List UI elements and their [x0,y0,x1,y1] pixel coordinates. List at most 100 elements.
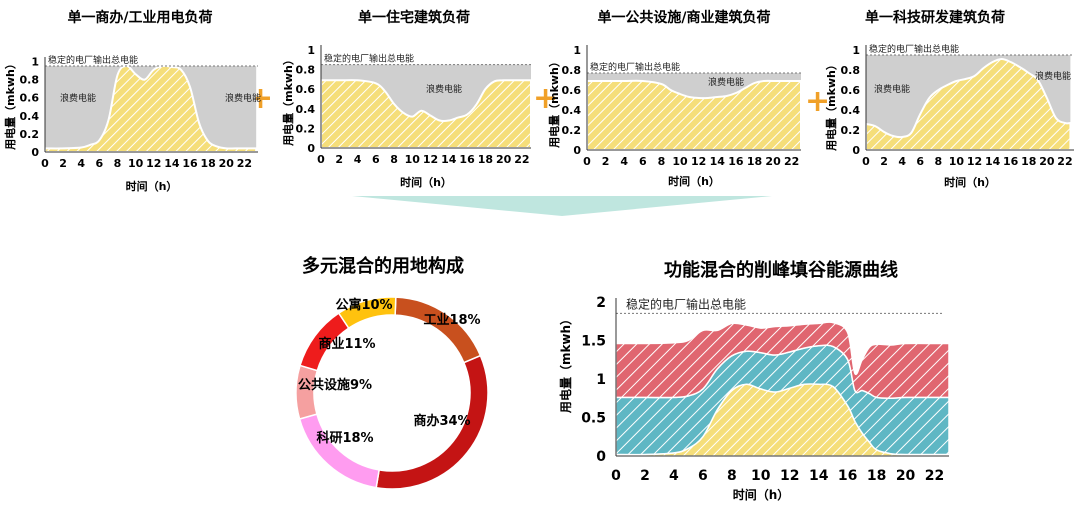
y-tick-label: 1 [596,372,606,388]
donut-label: 公共设施9% [298,377,372,393]
x-tick-label: 4 [77,157,85,170]
x-tick-label: 8 [935,155,943,168]
donut-label: 公寓10% [335,297,392,313]
y-tick-label: 0 [596,449,606,465]
load-area [44,64,258,153]
chart-title: 单一公共设施/商业建筑负荷 [597,9,770,26]
y-tick-label: 0.6 [562,84,582,97]
donut-slice [298,413,381,489]
waste-area [866,55,1071,138]
x-tick-label: 0 [583,155,591,168]
y-tick-label: 0.4 [562,104,582,117]
x-tick-label: 0 [862,155,870,168]
x-tick-label: 6 [96,157,104,170]
donut-slice [394,296,482,364]
y-tick-label: 0.8 [562,64,582,77]
y-tick-label: 0.6 [20,92,40,105]
waste-area [587,73,801,99]
plus-sign-3: + [805,84,830,119]
x-tick-label: 14 [985,155,1001,168]
waste-area [45,65,257,149]
y-tick-label: 0 [852,144,860,157]
x-tick-label: 22 [237,157,252,170]
y-tick-label: 0.8 [296,64,316,77]
x-axis-label: 时间（h） [733,487,790,502]
x-tick-label: 18 [747,155,762,168]
x-axis-label: 时间（h） [126,179,178,193]
x-tick-label: 2 [602,155,610,168]
stable-output-label: 稳定的电厂输出总电能 [324,53,414,65]
waste-energy-label: 浪费电能 [874,83,910,95]
x-tick-label: 20 [1039,155,1055,168]
x-tick-label: 4 [669,468,679,484]
x-tick-label: 2 [335,153,343,166]
x-axis-label: 时间（h） [944,175,996,189]
x-tick-label: 18 [478,153,493,166]
x-tick-label: 20 [219,157,235,170]
x-tick-label: 2 [59,157,67,170]
y-tick-label: 0.2 [296,122,316,135]
y-tick-label: 0 [307,142,315,155]
stable-output-label: 稳定的电厂输出总电能 [48,54,138,66]
x-tick-label: 10 [949,155,965,168]
x-tick-label: 2 [640,468,650,484]
y-tick-label: 0.8 [841,64,861,77]
x-tick-label: 2 [880,155,888,168]
x-tick-label: 16 [728,155,744,168]
donut-slice [337,296,397,330]
chart-title: 单一商办/工业用电负荷 [67,9,212,26]
x-tick-label: 14 [809,468,829,484]
x-tick-label: 16 [838,468,857,484]
x-tick-label: 12 [423,153,438,166]
x-tick-label: 18 [867,468,886,484]
x-tick-label: 10 [751,468,771,484]
x-tick-label: 0 [41,157,49,170]
down-arrow-wedge [352,196,772,216]
x-tick-label: 0 [317,153,325,166]
stable-output-label: 稳定的电厂输出总电能 [869,43,959,55]
x-tick-label: 12 [146,157,161,170]
y-tick-label: 1 [852,44,860,57]
x-tick-label: 12 [967,155,982,168]
x-tick-label: 14 [441,153,457,166]
donut-label: 工业18% [423,312,480,328]
x-tick-label: 12 [780,468,799,484]
x-tick-label: 20 [765,155,781,168]
y-tick-label: 0.2 [20,128,40,141]
y-tick-label: 0.8 [20,74,40,87]
x-tick-label: 0 [611,468,621,484]
x-tick-label: 6 [372,153,380,166]
y-tick-label: 0.2 [841,124,861,137]
y-tick-label: 1 [31,56,39,69]
x-tick-label: 14 [164,157,180,170]
x-axis-label: 时间（h） [400,175,452,189]
waste-energy-label: 浪费电能 [1035,70,1071,82]
x-tick-label: 20 [496,153,512,166]
x-tick-label: 22 [514,153,529,166]
stable-output-label: 稳定的电厂输出总电能 [626,296,746,311]
x-tick-label: 8 [658,155,666,168]
x-tick-label: 4 [354,153,362,166]
donut-label: 科研18% [316,430,373,446]
chart-4: 单一科技研发建筑负荷稳定的电厂输出总电能浪费电能浪费电能00.20.40.60.… [824,9,1074,189]
chart-title: 功能混合的削峰填谷能源曲线 [664,259,898,281]
donut-label: 商办34% [413,413,470,429]
y-tick-label: 0.4 [841,104,861,117]
y-tick-label: 0.4 [20,110,40,123]
y-tick-label: 0.2 [562,124,582,137]
plus-sign-2: + [533,81,558,116]
y-tick-label: 0.6 [296,83,316,96]
y-axis-label: 用电量（mkwh） [281,54,295,146]
donut-label: 商业11% [318,336,375,352]
chart-title: 单一科技研发建筑负荷 [865,9,1005,26]
waste-energy-label: 浪费电能 [426,83,462,95]
stable-output-label: 稳定的电厂输出总电能 [590,61,680,73]
waste-energy-label: 浪费电能 [225,92,261,104]
x-tick-label: 14 [710,155,726,168]
load-area [865,57,1072,151]
y-tick-label: 0.4 [296,103,316,116]
x-tick-label: 4 [620,155,628,168]
